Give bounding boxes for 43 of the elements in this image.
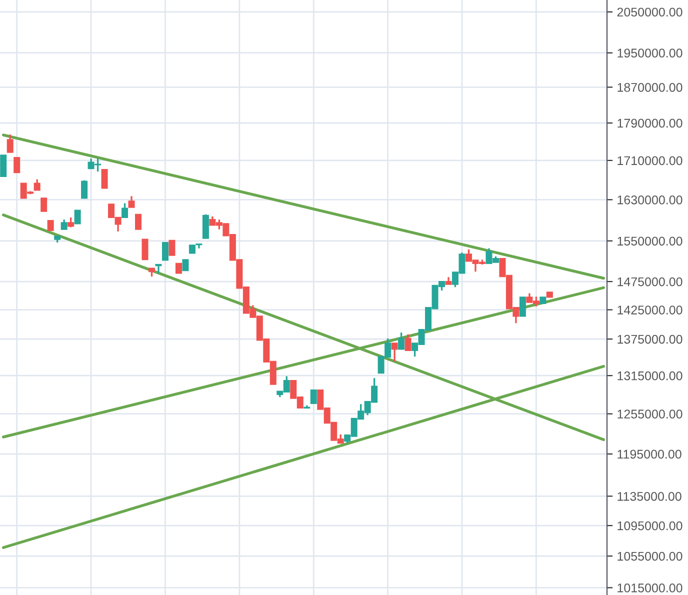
y-tick-label: 2050000.00 [617,8,682,17]
y-tick-label: 1095000.00 [618,521,682,530]
y-tick-label: 1790000.00 [618,118,682,128]
candlestick [175,262,182,274]
candlestick [162,242,168,261]
y-tick-label: 1710000.00 [618,156,682,166]
candlestick [404,333,412,352]
candlestick [155,264,162,274]
y-tick-label: 1135000.00 [618,492,682,501]
candlestick [122,202,128,218]
candlestick [34,178,40,192]
candlestick [81,179,88,200]
candlestick [128,195,135,208]
y-tick-label: 1255000.00 [618,410,682,418]
candlestick [40,198,48,212]
candlestick [168,240,176,256]
y-tick-label: 1315000.00 [618,371,682,380]
candlestick [142,238,148,260]
candlestick [47,220,54,231]
y-tick-label: 1550000.00 [618,236,682,246]
candlestick [135,214,142,230]
y-tick-label: 1425000.00 [618,306,682,314]
candlestick [310,389,317,404]
y-tick-label: 1475000.00 [618,277,682,286]
y-tick-label: 1195000.00 [618,450,682,459]
y-tick-label: 1375000.00 [618,334,682,344]
y-tick-label: 1015000.00 [618,584,682,592]
candlestick [398,332,405,350]
candlestick [0,154,7,177]
candlestick [60,218,68,230]
candlestick [182,259,189,272]
y-tick-label: 1055000.00 [618,552,682,561]
candlestick [202,214,209,240]
candlestick [519,296,526,317]
candlestick [6,134,14,154]
y-tick-label: 1870000.00 [618,82,682,92]
candlestick [74,210,81,224]
candlestick [14,157,20,174]
candlestick [391,342,398,362]
candlestick [101,169,108,189]
y-tick-label: 1630000.00 [618,195,682,204]
candlestick [68,216,74,228]
y-tick-label: 1950000.00 [618,48,682,58]
